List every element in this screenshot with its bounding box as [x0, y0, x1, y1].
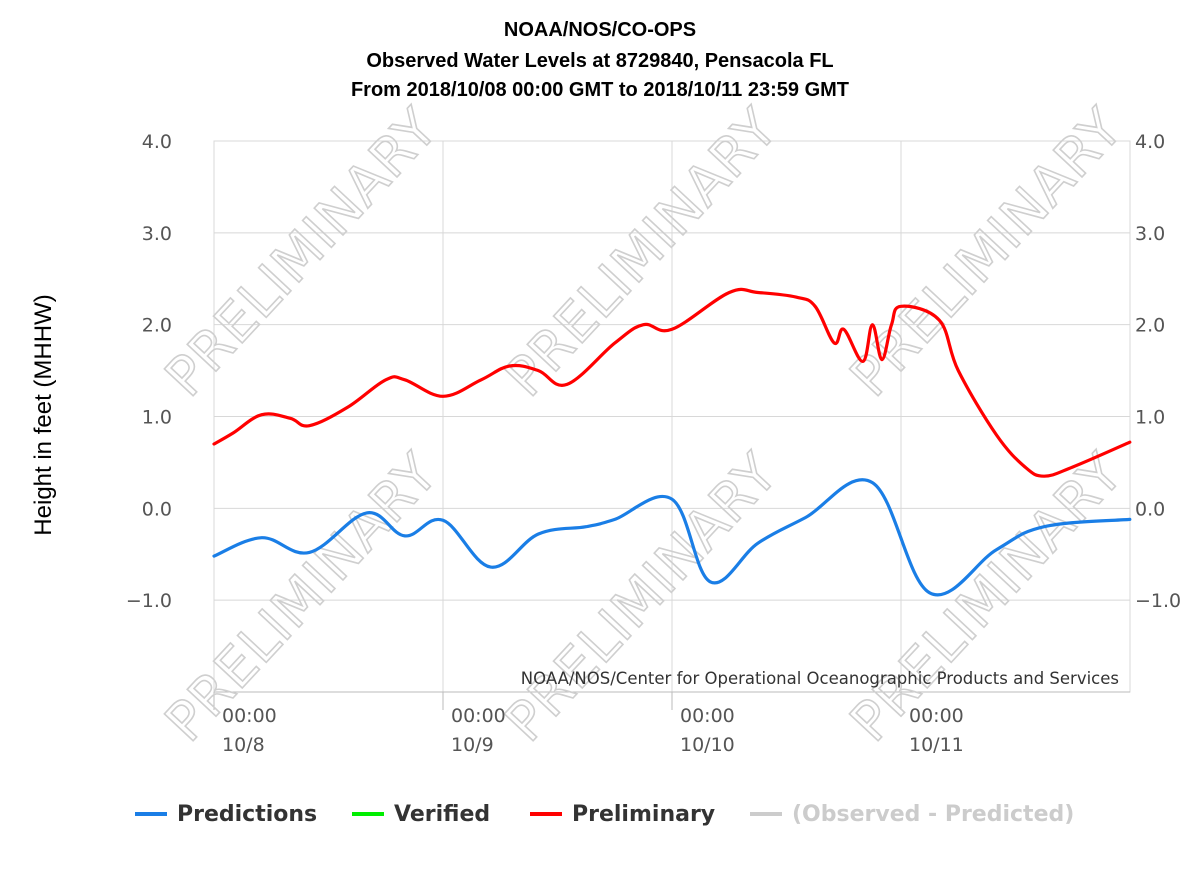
y-axis-label: Height in feet (MHHW) [30, 294, 57, 535]
x-tick-time: 00:00 [680, 705, 735, 727]
credit-text: NOAA/NOS/Center for Operational Oceanogr… [521, 669, 1119, 688]
y-tick-label-left: −1.0 [126, 590, 172, 612]
grid [213, 140, 1131, 710]
x-tick-time: 00:00 [222, 705, 277, 727]
y-tick-label-left: 0.0 [142, 498, 172, 520]
y-ticks-right: 4.0 3.0 2.0 1.0 0.0 −1.0 [1135, 131, 1181, 612]
series-lines [212, 287, 1132, 597]
legend-label-preliminary: Preliminary [572, 802, 715, 827]
x-ticks: 00:00 10/8 00:00 10/9 00:00 10/10 00:00 10/11 [222, 705, 964, 756]
y-tick-label-left: 4.0 [142, 131, 172, 153]
legend-label-predictions: Predictions [177, 802, 317, 827]
chart-subtitle-1: Observed Water Levels at 8729840, Pensac… [366, 50, 833, 72]
chart-subtitle-2: From 2018/10/08 00:00 GMT to 2018/10/11 … [351, 79, 849, 101]
preliminary-line [212, 287, 1132, 478]
legend-item-preliminary[interactable]: Preliminary [530, 802, 715, 827]
y-tick-label-right: 0.0 [1135, 498, 1165, 520]
legend-item-observed-predicted[interactable]: (Observed - Predicted) [750, 802, 1074, 827]
legend-item-predictions[interactable]: Predictions [135, 802, 317, 827]
y-tick-label-left: 2.0 [142, 315, 172, 337]
y-tick-label-right: −1.0 [1135, 590, 1181, 612]
y-ticks-left: 4.0 3.0 2.0 1.0 0.0 −1.0 [126, 131, 172, 612]
x-tick-date: 10/11 [909, 734, 964, 756]
predictions-line [212, 478, 1132, 597]
y-tick-label-right: 3.0 [1135, 223, 1165, 245]
y-tick-label-right: 1.0 [1135, 407, 1165, 429]
y-tick-label-left: 3.0 [142, 223, 172, 245]
x-tick-date: 10/10 [680, 734, 735, 756]
x-tick-time: 00:00 [909, 705, 964, 727]
x-tick-time: 00:00 [451, 705, 506, 727]
legend: Predictions Verified Preliminary (Observ… [135, 802, 1074, 827]
legend-label-observed-predicted: (Observed - Predicted) [792, 802, 1074, 827]
y-tick-label-left: 1.0 [142, 407, 172, 429]
y-tick-label-right: 4.0 [1135, 131, 1165, 153]
chart-title: NOAA/NOS/CO-OPS [504, 19, 696, 41]
x-tick-date: 10/8 [222, 734, 265, 756]
x-tick-date: 10/9 [451, 734, 494, 756]
y-tick-label-right: 2.0 [1135, 315, 1165, 337]
legend-item-verified[interactable]: Verified [352, 802, 490, 827]
legend-label-verified: Verified [394, 802, 490, 827]
